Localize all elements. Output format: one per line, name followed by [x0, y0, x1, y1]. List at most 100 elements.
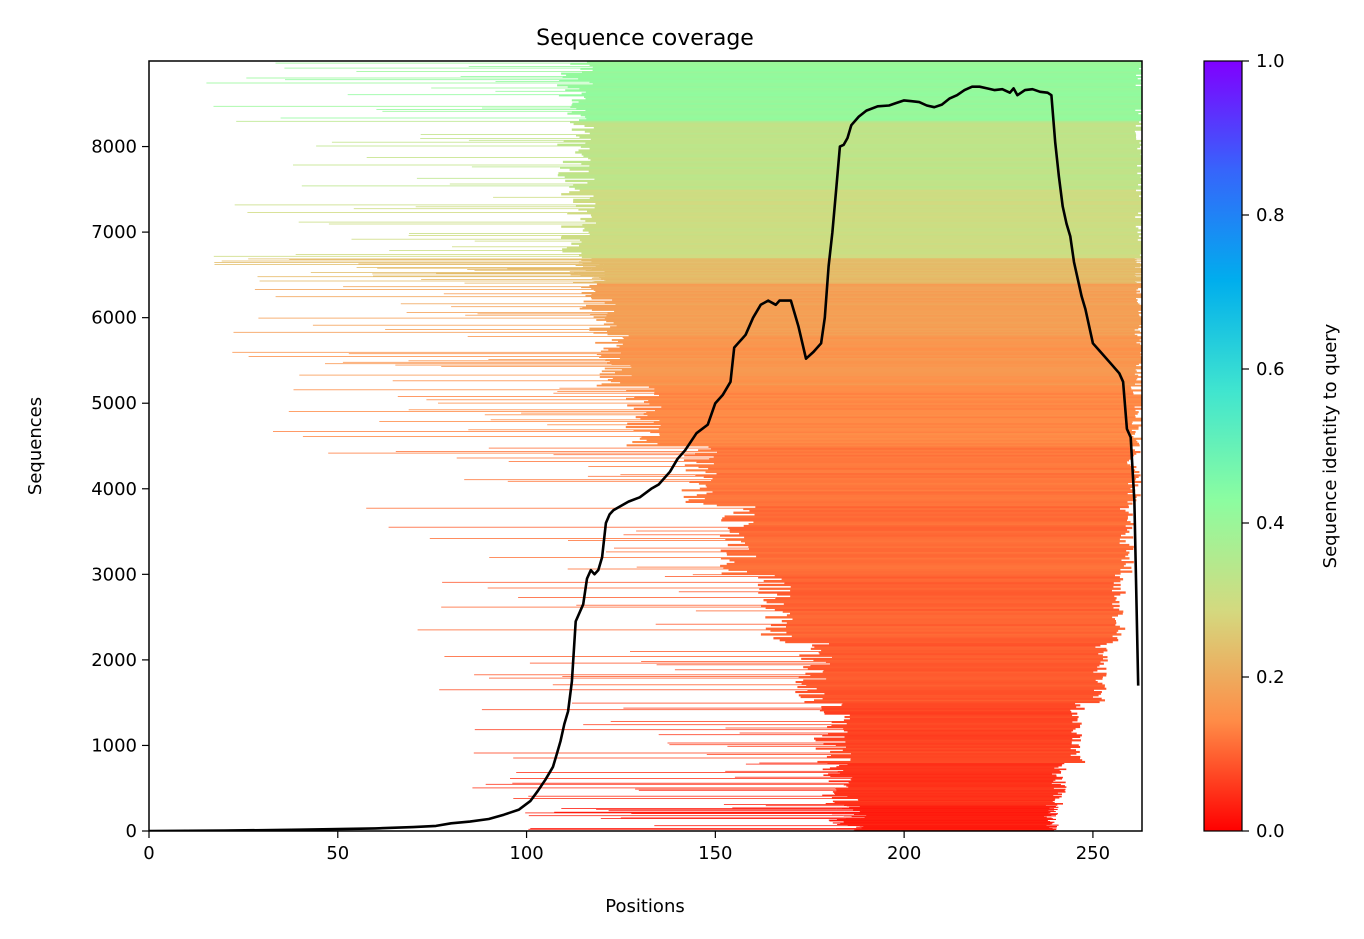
heatmap-row	[607, 330, 1140, 333]
heatmap-row	[588, 170, 1142, 173]
heatmap-streak	[236, 120, 570, 122]
heatmap-row	[842, 702, 1076, 705]
heatmap-streak	[389, 250, 563, 251]
heatmap-row	[708, 467, 1134, 470]
heatmap-row	[810, 664, 1100, 667]
heatmap-row	[611, 339, 1140, 341]
heatmap-row	[607, 361, 1142, 364]
heatmap-streak	[630, 651, 819, 652]
heatmap-row	[758, 591, 1126, 594]
heatmap-row	[596, 319, 1142, 321]
heatmap-row	[712, 490, 1134, 493]
heatmap-row	[583, 155, 1142, 158]
heatmap-row	[654, 392, 1134, 395]
heatmap-row	[569, 168, 1142, 171]
heatmap-streak	[442, 581, 785, 583]
heatmap-row	[585, 109, 1136, 112]
heatmap-streak	[353, 208, 579, 210]
heatmap-row	[583, 266, 1140, 268]
heatmap-row	[711, 479, 1136, 482]
heatmap-row	[698, 482, 1129, 485]
heatmap-row	[658, 427, 1139, 430]
heatmap-streak	[342, 361, 607, 363]
heatmap-row	[829, 820, 1048, 822]
heatmap-row	[578, 208, 1142, 211]
heatmap-row	[608, 349, 1142, 351]
heatmap-row	[792, 618, 1115, 621]
heatmap-row	[708, 446, 1132, 449]
heatmap-row	[721, 572, 1121, 575]
heatmap-row	[562, 76, 1142, 79]
heatmap-row	[591, 216, 1136, 219]
plot-frame	[148, 60, 1143, 832]
colorbar-ticks: 0.0 0.2 0.4 0.6 0.8 1.0	[1242, 51, 1285, 842]
heatmap-row	[765, 606, 1114, 609]
heatmap-streak	[416, 177, 595, 179]
heatmap-row	[610, 380, 1142, 383]
heatmap-row	[683, 495, 1137, 498]
heatmap-row	[595, 265, 1142, 267]
heatmap-row	[603, 347, 1142, 350]
heatmap-streak	[468, 139, 564, 141]
heatmap-row	[593, 331, 1142, 334]
heatmap-row	[803, 679, 1096, 682]
heatmap-row	[612, 299, 1138, 301]
heatmap	[206, 61, 1142, 831]
heatmap-row	[630, 364, 1137, 367]
heatmap-row	[591, 287, 1139, 290]
heatmap-row	[604, 317, 1142, 320]
heatmap-streak	[557, 391, 655, 392]
heatmap-row	[557, 174, 1142, 177]
heatmap-row	[557, 84, 1136, 87]
heatmap-row	[781, 578, 1124, 581]
heatmap-row	[616, 324, 1140, 327]
heatmap-streak	[725, 727, 844, 729]
heatmap-streak	[417, 629, 771, 631]
heatmap-row	[609, 360, 1142, 363]
heatmap-streak	[658, 734, 823, 736]
heatmap-row	[712, 477, 1137, 480]
heatmap-row	[836, 808, 1055, 810]
heatmap-row	[595, 202, 1142, 205]
heatmap-row	[786, 631, 1117, 634]
heatmap-row	[640, 417, 1142, 420]
heatmap-streak	[464, 282, 601, 284]
heatmap-row	[848, 781, 1066, 784]
heatmap-streak	[426, 399, 649, 401]
heatmap-row	[845, 817, 1052, 819]
heatmap-row	[819, 709, 1071, 712]
heatmap-row	[786, 621, 1117, 625]
heatmap-row	[604, 275, 1142, 277]
heatmap-row	[660, 424, 1142, 427]
heatmap-row	[578, 272, 1136, 274]
heatmap-row	[601, 370, 1137, 373]
heatmap-row	[570, 105, 1142, 108]
heatmap-row	[786, 614, 1118, 617]
heatmap-row	[581, 153, 1141, 156]
heatmap-row	[589, 147, 1138, 150]
heatmap-streak	[614, 547, 749, 549]
heatmap-streak	[610, 721, 832, 722]
heatmap-streak	[258, 317, 605, 319]
heatmap-row	[615, 371, 1142, 374]
heatmap-streak	[474, 729, 844, 731]
heatmap-row	[747, 570, 1133, 573]
heatmap-streak	[377, 267, 603, 269]
y-tick-label: 7000	[91, 222, 137, 243]
heatmap-row	[803, 666, 1098, 669]
heatmap-streak	[636, 566, 724, 568]
heatmap-row	[579, 238, 1138, 242]
heatmap-streak	[348, 353, 597, 355]
heatmap-row	[717, 451, 1141, 454]
heatmap-row	[844, 716, 1079, 719]
heatmap-streak	[552, 684, 807, 686]
heatmap-row	[681, 489, 1136, 492]
heatmap-row	[589, 329, 1135, 331]
heatmap-row	[864, 816, 1047, 818]
heatmap-row	[562, 160, 1142, 164]
heatmap-row	[770, 623, 1116, 627]
heatmap-row	[591, 268, 1142, 270]
heatmap-row	[753, 521, 1131, 524]
heatmap-row	[590, 158, 1142, 162]
heatmap-streak	[406, 312, 608, 313]
